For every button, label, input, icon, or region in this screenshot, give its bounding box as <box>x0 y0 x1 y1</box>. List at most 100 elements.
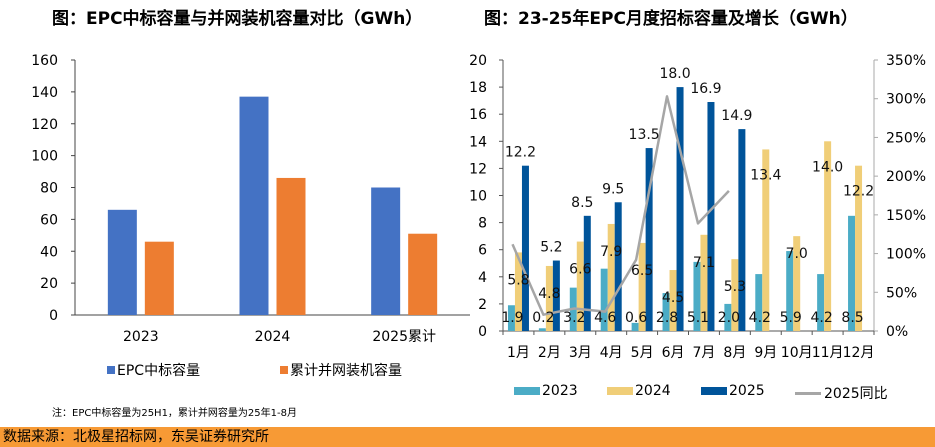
right-bar-2025 <box>521 165 529 331</box>
right-y2-tick-label: 150% <box>886 208 926 224</box>
data-label-2023: 0.6 <box>625 310 647 326</box>
right-bar-2024 <box>576 241 584 331</box>
legend-swatch-2025-yoy <box>795 391 821 395</box>
data-label-2024: 4.8 <box>538 286 560 302</box>
right-bar-2024 <box>545 265 553 331</box>
data-label-2024: 7.1 <box>693 255 715 271</box>
data-label-2024: 5.3 <box>724 279 746 295</box>
legend-swatch-2024 <box>607 387 633 395</box>
right-bar-2025 <box>583 215 591 331</box>
left-bar-grid <box>408 233 438 315</box>
right-bar-2024 <box>607 223 615 331</box>
right-x-tick-label: 3月 <box>569 345 592 361</box>
right-bar-2025 <box>738 129 746 331</box>
right-bar-2023 <box>507 305 515 331</box>
data-label-2023: 2.0 <box>718 310 740 326</box>
right-bar-2023 <box>848 215 856 331</box>
right-x-tick-label: 8月 <box>723 345 746 361</box>
right-y2-tick-label: 250% <box>886 130 926 146</box>
right-x-tick-label: 5月 <box>631 345 654 361</box>
right-bar-2025 <box>552 260 560 331</box>
left-x-tick-label: 2025累计 <box>372 329 436 345</box>
data-source-bar: 数据来源：北极星招标网，东吴证券研究所 <box>0 427 935 447</box>
data-label-2023: 8.5 <box>841 310 863 326</box>
data-label-2025: 13.5 <box>629 127 660 143</box>
left-bar-epc <box>239 96 269 315</box>
left-legend-item-grid: 累计并网装机容量 <box>280 360 402 380</box>
right-y-tick-label: 10 <box>469 189 487 205</box>
data-label-2023: 0.2 <box>532 310 554 326</box>
right-bar-2025 <box>676 87 684 331</box>
right-y2-tick-label: 100% <box>886 247 926 263</box>
left-bar-grid <box>144 241 174 315</box>
right-y2-tick-label: 0% <box>886 324 908 340</box>
right-x-tick-label: 1月 <box>507 345 530 361</box>
data-label-2025: 12.2 <box>505 145 536 161</box>
right-y2-tick-label: 50% <box>886 285 917 301</box>
right-bar-2024 <box>855 165 863 331</box>
legend-label-2025: 2025 <box>729 383 765 399</box>
right-bar-2024 <box>669 270 677 331</box>
legend-swatch-epc <box>107 366 115 374</box>
data-label-2025: 5.2 <box>540 240 562 256</box>
right-x-tick-label: 11月 <box>812 345 844 361</box>
legend-swatch-2023 <box>514 387 540 395</box>
legend-label-2023: 2023 <box>542 383 578 399</box>
right-bar-2023 <box>724 303 732 331</box>
legend-swatch-2025 <box>701 387 727 395</box>
data-label-2024: 7.0 <box>786 246 808 262</box>
right-line-2025-yoy <box>511 95 730 316</box>
right-legend-item-2024: 2024 <box>607 383 671 399</box>
right-bar-2023 <box>662 293 670 331</box>
right-x-tick-label: 2月 <box>538 345 561 361</box>
right-x-tick-label: 10月 <box>781 345 813 361</box>
left-y-tick-label: 100 <box>31 149 58 165</box>
data-label-2023: 4.6 <box>594 310 616 326</box>
right-bar-2023 <box>631 322 639 331</box>
right-x-tick-label: 9月 <box>754 345 777 361</box>
right-bar-2025 <box>614 202 622 331</box>
left-bar-grid <box>276 177 306 315</box>
data-label-2023: 5.9 <box>780 310 802 326</box>
data-label-2023: 4.2 <box>749 310 771 326</box>
right-y-tick-label: 6 <box>478 243 487 259</box>
data-label-2025: 9.5 <box>602 181 624 197</box>
right-y2-tick-label: 350% <box>886 53 926 69</box>
right-x-tick-label: 4月 <box>600 345 623 361</box>
right-x-tick-label: 12月 <box>843 345 875 361</box>
legend-swatch-grid <box>280 366 288 374</box>
right-bar-2023 <box>786 251 794 331</box>
right-y-tick-label: 0 <box>478 324 487 340</box>
right-y-tick-label: 2 <box>478 297 487 313</box>
footnote: 注：EPC中标容量为25H1，累计并网容量为25年1-8月 <box>52 408 297 419</box>
right-y2-tick-label: 200% <box>886 169 926 185</box>
data-label-2024: 12.2 <box>843 184 874 200</box>
right-bar-2024 <box>700 234 708 331</box>
data-label-2025: 8.5 <box>571 195 593 211</box>
left-y-tick-label: 140 <box>31 85 58 101</box>
right-bar-2023 <box>755 274 763 331</box>
left-y-tick-label: 80 <box>40 181 58 197</box>
right-bar-2023 <box>817 274 825 331</box>
right-legend-item-2023: 2023 <box>514 383 578 399</box>
data-label-2023: 1.9 <box>501 310 523 326</box>
right-y-tick-label: 16 <box>469 107 487 123</box>
data-label-2023: 2.8 <box>656 310 678 326</box>
data-label-2023: 3.2 <box>563 310 585 326</box>
left-bar-epc <box>371 187 401 315</box>
right-legend-item-2025: 2025 <box>701 383 765 399</box>
legend-label-2024: 2024 <box>635 383 671 399</box>
left-y-tick-label: 160 <box>31 53 58 69</box>
right-bar-2025 <box>707 102 715 331</box>
left-y-tick-label: 0 <box>49 308 58 324</box>
data-label-2024: 7.9 <box>600 244 622 260</box>
right-y-tick-label: 18 <box>469 80 487 96</box>
left-y-tick-label: 20 <box>40 276 58 292</box>
right-bar-2024 <box>824 141 832 331</box>
data-label-2025: 18.0 <box>659 66 690 82</box>
right-chart-title: 图：23-25年EPC月度招标容量及增长（GWh） <box>484 9 858 29</box>
left-chart-title: 图：EPC中标容量与并网装机容量对比（GWh） <box>52 9 423 29</box>
right-bar-2025 <box>645 148 653 331</box>
data-label-2024: 6.5 <box>631 263 653 279</box>
right-y-tick-label: 8 <box>478 216 487 232</box>
